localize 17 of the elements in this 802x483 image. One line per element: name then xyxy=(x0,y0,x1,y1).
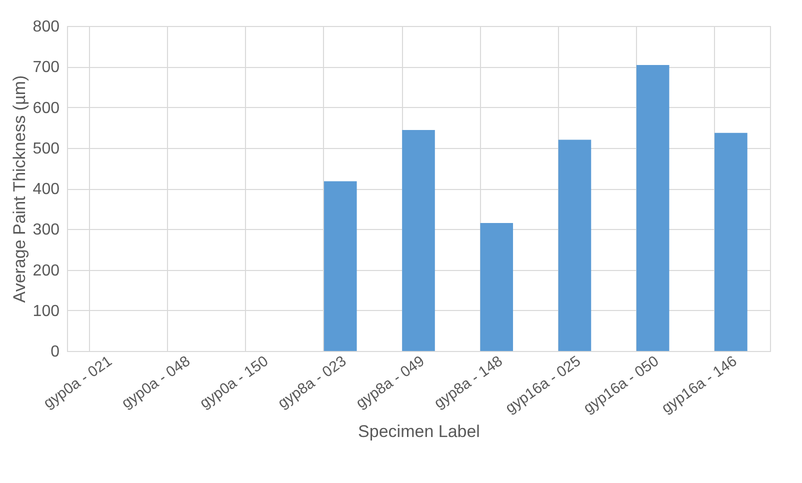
y-tick-label: 0 xyxy=(50,344,60,360)
bar xyxy=(480,223,514,351)
bar xyxy=(558,140,592,351)
bar xyxy=(324,181,357,351)
x-axis-title: Specimen Label xyxy=(358,422,480,442)
y-tick-label: 700 xyxy=(32,59,60,76)
y-tick-label: 500 xyxy=(32,140,60,158)
y-tick-label: 400 xyxy=(32,181,60,198)
y-tick-label: 300 xyxy=(32,222,60,239)
bar xyxy=(402,130,435,351)
y-tick-label: 200 xyxy=(32,262,60,280)
y-tick-label: 600 xyxy=(32,100,60,117)
y-axis-title: Average Paint Thickness (µm) xyxy=(10,75,29,303)
bar xyxy=(636,65,670,351)
y-tick-label: 800 xyxy=(32,18,60,36)
y-tick-label: 100 xyxy=(32,302,60,320)
bar xyxy=(714,132,748,351)
